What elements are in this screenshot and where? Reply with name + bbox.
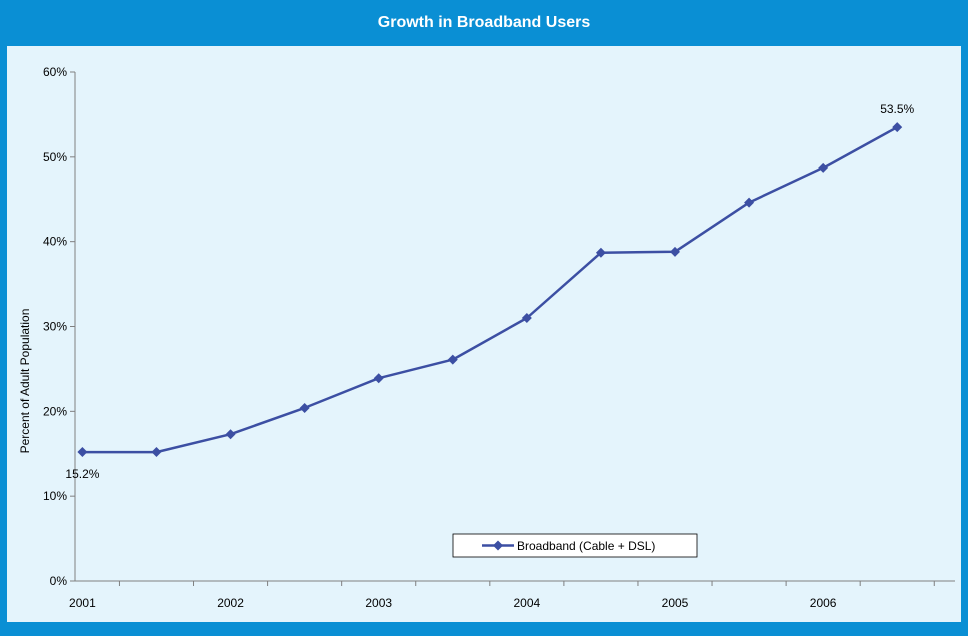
x-axis-ticks: 2001 2002 2003 2004 2005 2006 [69, 581, 935, 610]
series-layer [77, 122, 903, 458]
footer-bar [0, 622, 968, 636]
legend-box [452, 533, 698, 558]
data-point [892, 122, 903, 133]
data-point [521, 313, 532, 324]
series-line [82, 126, 898, 454]
x-tick-label: 2005 [662, 596, 689, 610]
data-labels: 15.2% 53.5% [65, 102, 914, 481]
data-point [151, 447, 162, 458]
y-axis-ticks: 0% 10% 20% 30% 40% 50% 60% [43, 65, 75, 588]
y-tick-label: 0% [50, 574, 68, 588]
y-tick-label: 10% [43, 489, 67, 503]
x-tick-label: 2002 [217, 596, 244, 610]
x-tick-label: 2006 [810, 596, 837, 610]
line-chart: 0%10%20%30%40%50%60% 2001 2002 2003 2004 200… [18, 65, 955, 610]
x-tick-label: 2001 [69, 596, 96, 610]
data-point [447, 354, 458, 365]
x-tick-label: 2004 [514, 596, 541, 610]
y-tick-label: 50% [43, 150, 67, 164]
data-point [373, 373, 384, 384]
y-tick-label: 30% [43, 320, 67, 334]
data-point [225, 429, 236, 440]
data-label: 15.2% [65, 467, 99, 481]
y-tick-label: 60% [43, 65, 67, 79]
data-label: 53.5% [880, 102, 914, 116]
data-point [595, 247, 606, 258]
legend-marker [493, 540, 503, 551]
data-point [299, 402, 310, 413]
y-axis-title: Percent of Adult Population [18, 309, 32, 454]
legend: Broadband (Cable + DSL) [452, 533, 698, 558]
legend-label: Broadband (Cable + DSL) [517, 539, 655, 553]
data-point [744, 197, 755, 208]
data-point [670, 246, 680, 257]
x-tick-label: 2003 [365, 596, 392, 610]
y-tick-label: 20% [43, 404, 67, 418]
data-point [77, 447, 88, 458]
data-point [818, 162, 829, 173]
y-tick-label: 40% [43, 235, 67, 249]
chart-title: Growth in Broadband Users [0, 0, 968, 46]
